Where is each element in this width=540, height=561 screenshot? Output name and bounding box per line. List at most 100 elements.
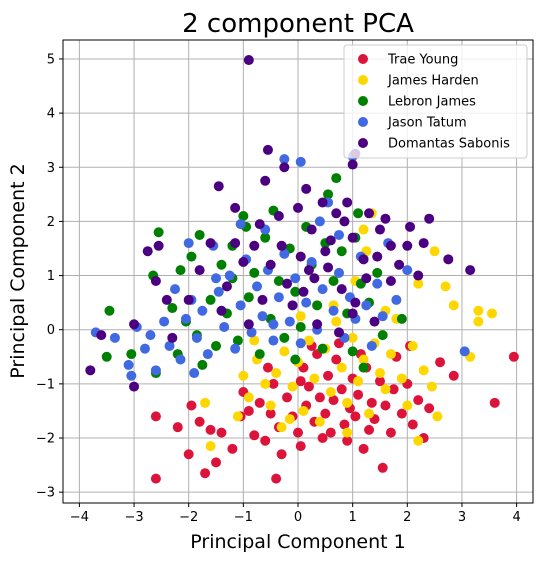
scatter-point (262, 144, 273, 155)
x-tick-label: −1 (234, 510, 253, 525)
scatter-point (317, 284, 328, 295)
scatter-point (252, 281, 263, 292)
scatter-point (317, 197, 328, 208)
scatter-point (413, 270, 424, 281)
scatter-point (287, 300, 298, 311)
x-tick-label: 4 (512, 510, 520, 525)
scatter-point (126, 370, 137, 381)
scatter-point (282, 392, 293, 403)
scatter-point (235, 219, 246, 230)
legend-label: Trae Young (387, 53, 458, 68)
scatter-point (153, 240, 164, 251)
scatter-point (333, 267, 344, 278)
scatter-point (380, 384, 391, 395)
scatter-point (350, 411, 361, 422)
scatter-point (325, 427, 336, 438)
scatter-point (331, 173, 342, 184)
scatter-point (347, 159, 358, 170)
scatter-point (276, 422, 287, 433)
scatter-point (339, 419, 350, 430)
scatter-point (331, 354, 342, 365)
scatter-point (413, 395, 424, 406)
scatter-point (333, 229, 344, 240)
scatter-point (353, 389, 364, 400)
scatter-point (273, 275, 284, 286)
scatter-point (317, 343, 328, 354)
scatter-point (295, 156, 306, 167)
scatter-point (205, 238, 216, 249)
x-tick-label: 1 (349, 510, 357, 525)
scatter-point (301, 297, 312, 308)
y-tick-label: 1 (47, 269, 55, 284)
scatter-point (320, 408, 331, 419)
scatter-point (276, 240, 287, 251)
scatter-point (347, 346, 358, 357)
scatter-point (295, 311, 306, 322)
scatter-point (295, 322, 306, 333)
scatter-point (268, 335, 279, 346)
scatter-point (328, 395, 339, 406)
scatter-point (298, 286, 309, 297)
scatter-point (284, 316, 295, 327)
scatter-point (336, 362, 347, 373)
scatter-point (260, 378, 271, 389)
scatter-point (230, 202, 241, 213)
scatter-point (489, 397, 500, 408)
scatter-point (372, 267, 383, 278)
x-tick-label: 0 (294, 510, 302, 525)
scatter-point (219, 322, 230, 333)
scatter-point (186, 400, 197, 411)
scatter-point (265, 408, 276, 419)
scatter-point (369, 316, 380, 327)
scatter-point (396, 408, 407, 419)
scatter-point (312, 319, 323, 330)
scatter-point (402, 265, 413, 276)
scatter-point (358, 443, 369, 454)
scatter-point (123, 359, 134, 370)
scatter-point (418, 238, 429, 249)
scatter-point (328, 305, 339, 316)
scatter-point (279, 248, 290, 259)
scatter-point (306, 224, 317, 235)
scatter-point (426, 381, 437, 392)
scatter-point (372, 251, 383, 262)
scatter-point (249, 430, 260, 441)
scatter-point (374, 224, 385, 235)
scatter-point (336, 284, 347, 295)
scatter-point (361, 273, 372, 284)
scatter-point (205, 441, 216, 452)
scatter-point (440, 281, 451, 292)
scatter-point (243, 319, 254, 330)
scatter-point (268, 319, 279, 330)
scatter-point (260, 232, 271, 243)
y-tick-label: 3 (47, 161, 55, 176)
scatter-point (342, 427, 353, 438)
scatter-point (257, 311, 268, 322)
scatter-point (279, 162, 290, 173)
scatter-point (443, 254, 454, 265)
scatter-point (211, 340, 222, 351)
scatter-point (268, 378, 279, 389)
scatter-point (194, 416, 205, 427)
scatter-point (232, 335, 243, 346)
scatter-point (361, 300, 372, 311)
scatter-point (161, 294, 172, 305)
scatter-point (325, 386, 336, 397)
scatter-point (200, 397, 211, 408)
scatter-point (347, 332, 358, 343)
x-axis-label: Principal Component 1 (190, 531, 405, 553)
scatter-point (339, 216, 350, 227)
scatter-point (284, 414, 295, 425)
legend-marker (358, 138, 368, 148)
scatter-point (249, 240, 260, 251)
scatter-point (238, 370, 249, 381)
scatter-point (424, 403, 435, 414)
y-tick-label: −1 (36, 377, 55, 392)
y-tick-label: 4 (47, 107, 55, 122)
scatter-point (317, 433, 328, 444)
scatter-point (309, 273, 320, 284)
scatter-point (320, 246, 331, 257)
scatter-point (150, 411, 161, 422)
scatter-point (194, 265, 205, 276)
